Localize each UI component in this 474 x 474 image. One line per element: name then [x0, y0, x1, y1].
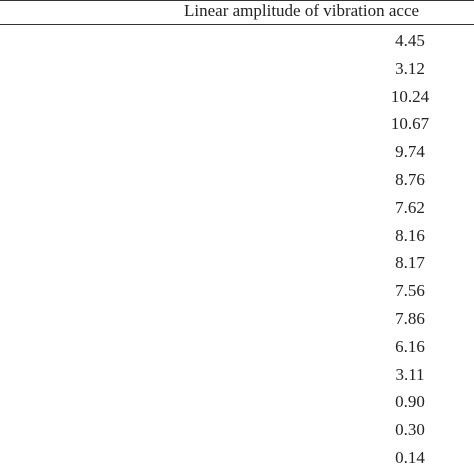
table-cell: 7.56: [395, 281, 425, 301]
table-cell: 7.86: [395, 309, 425, 328]
table-cell: 10.67: [390, 114, 430, 134]
column-header: Linear amplitude of vibration acce: [184, 1, 420, 20]
table-cell: 7.62: [395, 197, 425, 217]
table-cell: 0.14: [395, 448, 425, 467]
table-cell: 10.24: [390, 86, 430, 106]
table-cell: 8.76: [395, 170, 425, 189]
table-cell: 8.17: [395, 253, 425, 273]
table-cell: 9.74: [395, 142, 425, 162]
table-cell: 3.12: [395, 58, 425, 78]
table-cell: 3.11: [395, 364, 425, 384]
table-cell: 8.16: [395, 225, 425, 245]
table-cell: 0.90: [395, 392, 425, 412]
table-cell: 4.45: [395, 31, 425, 50]
header-rule: [0, 24, 474, 25]
top-rule: [0, 0, 474, 1]
table-cell: 0.30: [395, 420, 425, 440]
table-cell: 6.16: [395, 336, 425, 356]
